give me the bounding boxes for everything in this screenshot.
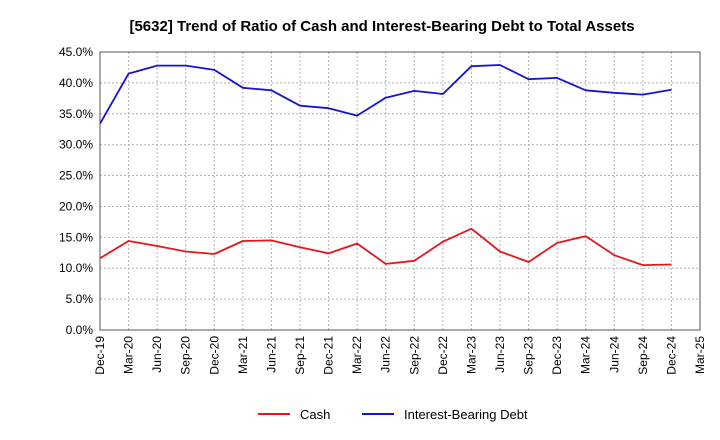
x-tick-label: Mar-23 [464,336,478,374]
x-tick-label: Dec-20 [207,336,221,375]
legend-label: Interest-Bearing Debt [404,407,528,422]
x-tick-label: Dec-23 [550,336,564,375]
x-tick-label: Sep-22 [407,336,421,375]
legend: Cash Interest-Bearing Debt [258,407,528,422]
x-tick-label: Jun-24 [607,336,621,373]
plot-area-border [99,51,701,331]
x-tick-label: Dec-21 [322,336,336,375]
x-tick-label: Mar-24 [579,336,593,374]
series-line-debt [99,64,672,125]
x-tick-label: Jun-22 [379,336,393,373]
series-lines [99,64,672,267]
y-tick-label: 10.0% [59,261,93,275]
x-tick-label: Sep-20 [179,336,193,375]
y-tick-label: 5.0% [66,292,94,306]
x-tick-label: Sep-23 [522,336,536,375]
x-tick-label: Sep-21 [293,336,307,375]
legend-label: Cash [300,407,330,422]
y-tick-label: 15.0% [59,230,93,244]
series-line-cash [99,227,672,267]
y-tick-label: 25.0% [59,169,93,183]
x-tick-label: Jun-20 [150,336,164,373]
y-tick-label: 45.0% [59,45,93,59]
x-tick-label: Mar-25 [693,336,707,374]
y-tick-label: 35.0% [59,107,93,121]
x-tick-label: Dec-24 [664,336,678,375]
x-tick-label: Jun-23 [493,336,507,373]
x-tick-label: Dec-22 [436,336,450,375]
x-tick-label: Jun-21 [264,336,278,373]
y-tick-label: 30.0% [59,138,93,152]
x-tick-label: Mar-20 [122,336,136,374]
x-tick-label: Dec-19 [93,336,107,375]
grid [100,52,700,330]
x-tick-label: Mar-22 [350,336,364,374]
axes: 0.0% 5.0% 10.0% 15.0% 20.0% 25.0% 30.0% 35.0% 40… [59,45,707,375]
y-tick-label: 40.0% [59,76,93,90]
x-tick-label: Sep-24 [636,336,650,375]
y-tick-label: 20.0% [59,199,93,213]
y-tick-label: 0.0% [66,323,94,337]
x-tick-label: Mar-21 [236,336,250,374]
chart-title: [5632] Trend of Ratio of Cash and Intere… [129,18,634,35]
